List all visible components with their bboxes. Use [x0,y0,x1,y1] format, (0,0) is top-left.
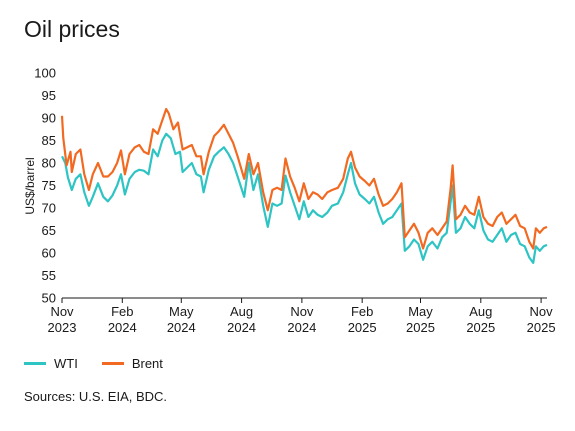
x-tick-month-label: May [169,304,194,319]
x-tick-month-label: May [408,304,433,319]
series-line-wti [61,132,548,264]
chart-legend: WTI Brent [24,356,187,371]
x-tick-year-label: 2025 [527,320,556,335]
y-tick-label: 100 [34,66,56,81]
x-tick-year-label: 2023 [48,320,77,335]
x-tick-year-label: 2025 [466,320,495,335]
y-tick-label: 50 [42,291,56,306]
y-axis: 50 55 60 65 70 75 80 85 90 95 100 [34,66,56,306]
y-tick-label: 70 [42,201,56,216]
y-tick-label: 80 [42,156,56,171]
legend-item-wti: WTI [24,356,78,371]
y-tick-label: 65 [42,223,56,238]
chart-title: Oil prices [24,16,120,42]
legend-swatch-brent [101,362,124,365]
y-tick-label: 85 [42,133,56,148]
legend-item-brent: Brent [101,356,163,371]
x-tick-year-label: 2024 [108,320,137,335]
legend-label-wti: WTI [54,356,78,371]
x-tick-year-label: 2024 [287,320,316,335]
y-tick-label: 75 [42,178,56,193]
legend-swatch-wti [24,362,46,365]
y-tick-label: 55 [42,268,56,283]
y-tick-label: 95 [42,88,56,103]
y-tick-label: 60 [42,246,56,261]
x-tick-month-label: Nov [50,304,74,319]
x-tick-month-label: Nov [290,304,314,319]
legend-label-brent: Brent [131,356,163,371]
x-tick-year-label: 2024 [227,320,256,335]
series-line-brent [60,107,548,250]
x-tick-month-label: Feb [351,304,373,319]
x-axis: Nov2023Feb2024May2024Aug2024Nov2024Feb20… [48,297,556,335]
x-tick-month-label: Feb [111,304,133,319]
series-lines [60,107,548,264]
x-tick-year-label: 2025 [406,320,435,335]
x-tick-month-label: Aug [469,304,492,319]
y-tick-label: 90 [42,111,56,126]
x-tick-month-label: Nov [530,304,554,319]
source-note: Sources: U.S. EIA, BDC. [24,389,168,404]
x-tick-year-label: 2025 [348,320,377,335]
y-axis-label: US$/barrel [23,157,37,214]
x-tick-month-label: Aug [230,304,253,319]
x-tick-year-label: 2024 [167,320,196,335]
